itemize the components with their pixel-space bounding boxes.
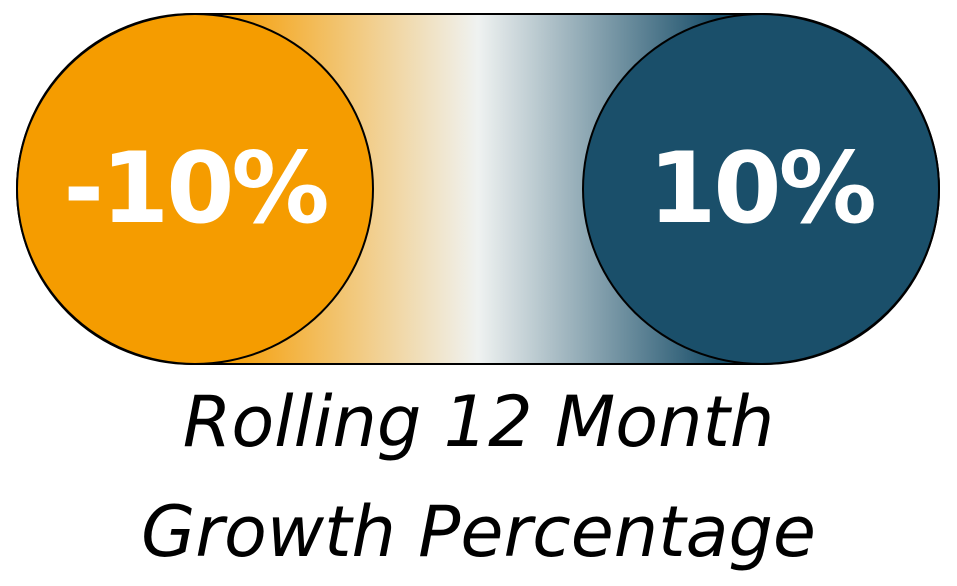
low-value-label: -10% [63, 132, 329, 246]
legend-caption-line-2: Growth Percentage [141, 491, 816, 573]
legend-caption-line-1: Rolling 12 Month [182, 381, 775, 463]
low-value-circle: -10% [16, 13, 374, 365]
high-value-circle: 10% [582, 13, 940, 365]
high-value-label: 10% [648, 132, 877, 246]
